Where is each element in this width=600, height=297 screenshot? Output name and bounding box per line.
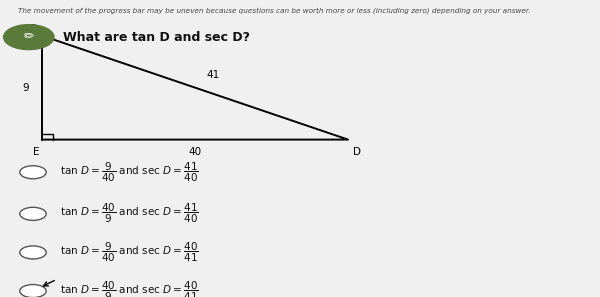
Text: 9: 9 xyxy=(22,83,29,93)
Circle shape xyxy=(20,166,46,179)
Text: C: C xyxy=(29,24,36,34)
Circle shape xyxy=(20,246,46,259)
Text: 41: 41 xyxy=(206,70,220,80)
Circle shape xyxy=(20,285,46,297)
Text: $\mathrm{tan}\ D = \dfrac{40}{9}$$\ \mathrm{and\ sec}\ D = \dfrac{40}{41}$: $\mathrm{tan}\ D = \dfrac{40}{9}$$\ \mat… xyxy=(60,279,199,297)
Text: The movement of the progress bar may be uneven because questions can be worth mo: The movement of the progress bar may be … xyxy=(18,7,530,14)
Text: What are tan D and sec D?: What are tan D and sec D? xyxy=(63,31,250,44)
Text: ✏: ✏ xyxy=(23,31,34,44)
Text: 40: 40 xyxy=(188,147,202,157)
Text: $\mathrm{tan}\ D = \dfrac{9}{40}$$\ \mathrm{and\ sec}\ D = \dfrac{41}{40}$: $\mathrm{tan}\ D = \dfrac{9}{40}$$\ \mat… xyxy=(60,161,199,184)
Text: $\mathrm{tan}\ D = \dfrac{40}{9}$$\ \mathrm{and\ sec}\ D = \dfrac{41}{40}$: $\mathrm{tan}\ D = \dfrac{40}{9}$$\ \mat… xyxy=(60,202,199,225)
Text: $\mathrm{tan}\ D = \dfrac{9}{40}$$\ \mathrm{and\ sec}\ D = \dfrac{40}{41}$: $\mathrm{tan}\ D = \dfrac{9}{40}$$\ \mat… xyxy=(60,241,199,264)
Circle shape xyxy=(4,25,54,50)
Text: E: E xyxy=(33,147,39,157)
Text: D: D xyxy=(353,147,361,157)
Circle shape xyxy=(20,207,46,220)
